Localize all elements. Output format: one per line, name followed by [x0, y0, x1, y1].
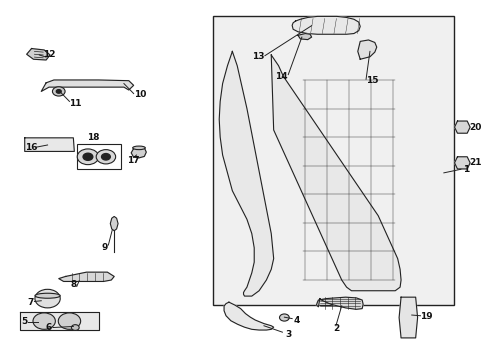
- Text: 4: 4: [293, 315, 300, 324]
- Circle shape: [35, 289, 60, 308]
- Circle shape: [71, 325, 79, 330]
- Text: 14: 14: [274, 72, 286, 81]
- Text: 3: 3: [285, 330, 291, 339]
- Ellipse shape: [132, 146, 145, 150]
- Polygon shape: [316, 297, 363, 309]
- Ellipse shape: [35, 293, 60, 298]
- Text: 19: 19: [420, 312, 432, 321]
- Text: 15: 15: [365, 76, 377, 85]
- Text: 16: 16: [25, 143, 38, 152]
- Text: 1: 1: [462, 165, 468, 174]
- Polygon shape: [110, 216, 118, 231]
- Polygon shape: [454, 121, 469, 133]
- Text: 11: 11: [69, 99, 81, 108]
- Text: 20: 20: [468, 123, 481, 132]
- Circle shape: [102, 154, 110, 160]
- Bar: [212, 16, 453, 305]
- Circle shape: [83, 153, 93, 160]
- Text: 7: 7: [27, 298, 34, 307]
- Polygon shape: [224, 302, 273, 330]
- Circle shape: [56, 90, 61, 93]
- Circle shape: [58, 313, 81, 329]
- Text: 18: 18: [86, 133, 99, 142]
- Polygon shape: [20, 312, 99, 330]
- Polygon shape: [25, 138, 74, 152]
- Polygon shape: [297, 33, 311, 40]
- Bar: [77, 144, 120, 169]
- Text: 2: 2: [332, 324, 338, 333]
- Polygon shape: [59, 272, 114, 282]
- Text: 8: 8: [70, 280, 76, 289]
- Circle shape: [96, 150, 116, 164]
- Circle shape: [279, 314, 288, 321]
- Text: 13: 13: [251, 52, 264, 61]
- Polygon shape: [27, 49, 50, 60]
- Polygon shape: [41, 80, 133, 91]
- Text: 21: 21: [468, 158, 481, 167]
- Text: 17: 17: [127, 156, 140, 165]
- Text: 6: 6: [46, 323, 52, 332]
- Circle shape: [52, 87, 65, 96]
- Polygon shape: [131, 147, 146, 158]
- Text: 12: 12: [43, 50, 55, 59]
- Polygon shape: [219, 51, 273, 296]
- Polygon shape: [291, 17, 360, 34]
- Text: 9: 9: [101, 243, 107, 252]
- Text: 5: 5: [21, 317, 28, 326]
- Polygon shape: [398, 297, 417, 338]
- Polygon shape: [454, 157, 469, 169]
- Circle shape: [77, 149, 99, 165]
- Circle shape: [33, 313, 55, 329]
- Polygon shape: [357, 40, 376, 59]
- Polygon shape: [271, 55, 400, 291]
- Text: 10: 10: [134, 90, 146, 99]
